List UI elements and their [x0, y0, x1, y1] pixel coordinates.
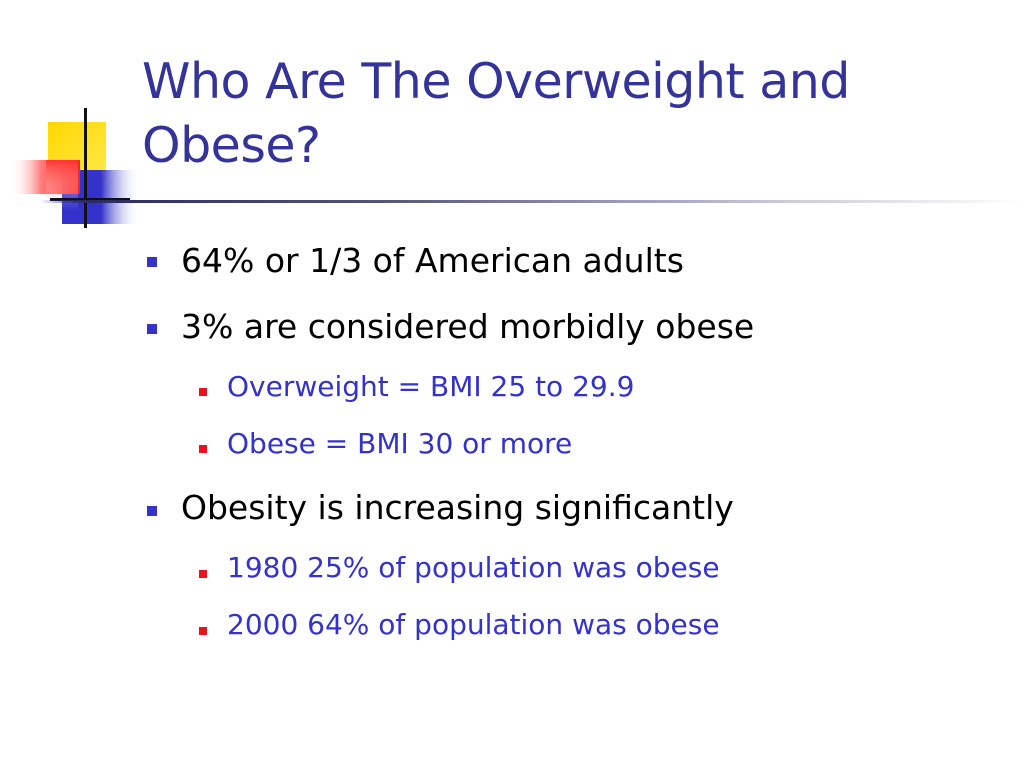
title-divider [40, 200, 1024, 203]
sub-bullet-item: Obese = BMI 30 or more [227, 427, 573, 460]
slide-title: Who Are The Overweight and Obese? [142, 53, 850, 174]
sub-bullet-item: 1980 25% of population was obese [227, 551, 720, 584]
bullet-marker [147, 324, 157, 334]
sub-bullet-marker [199, 570, 207, 578]
bullet-item: 3% are considered morbidly obese [181, 307, 755, 346]
sub-bullet-marker [199, 445, 207, 453]
bullet-item: Obesity is increasing significantly [181, 488, 734, 527]
sub-bullet-item: 2000 64% of population was obese [227, 608, 720, 641]
bullet-marker [147, 506, 157, 516]
sub-bullet-marker [199, 388, 207, 396]
decorative-squares-icon [10, 108, 140, 228]
sub-bullet-marker [199, 627, 207, 635]
sub-bullet-item: Overweight = BMI 25 to 29.9 [227, 370, 635, 403]
bullet-marker [147, 257, 157, 267]
bullet-item: 64% or 1/3 of American adults [181, 241, 684, 280]
